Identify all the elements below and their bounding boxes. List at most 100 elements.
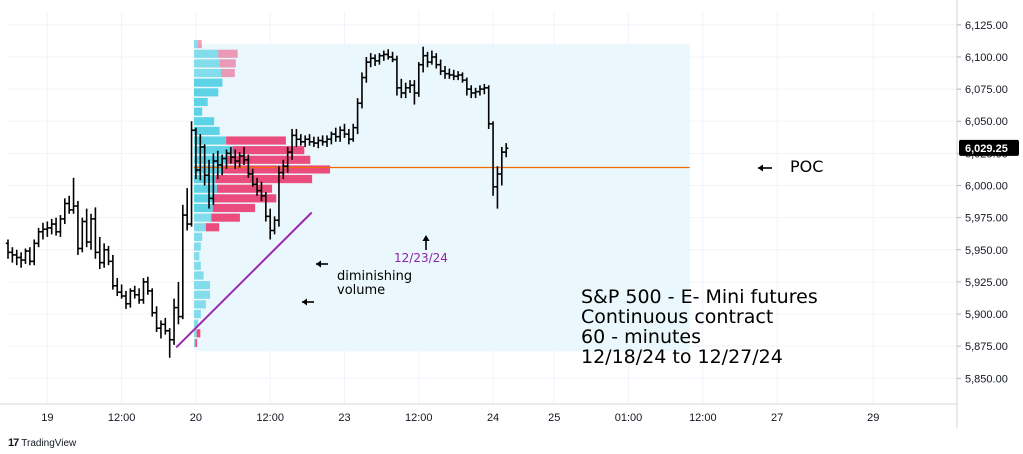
ohlc-bar-61	[272, 216, 277, 235]
chart-title: S&P 500 - E- Mini futures	[581, 286, 818, 308]
profile-up-12	[193, 155, 228, 164]
ohlc-bar-87	[385, 49, 391, 60]
profile-down-15	[216, 184, 273, 193]
ohlc-bar-36	[163, 317, 168, 335]
profile-up-17	[193, 203, 213, 213]
profile-up-27	[193, 300, 206, 309]
date-annotation: 12/23/24	[394, 251, 448, 265]
ohlc-bar-38	[171, 298, 177, 345]
x-tick-label-1: 12:00	[108, 412, 136, 424]
tradingview-logo[interactable]: 17 TradingView	[8, 435, 76, 451]
ohlc-bar-94	[416, 62, 421, 97]
profile-down-0	[197, 40, 202, 49]
ohlc-bar-108	[477, 85, 483, 96]
x-tick-label-5: 12:00	[405, 412, 433, 424]
ohlc-bar-63	[281, 159, 286, 180]
ohlc-bar-72	[320, 135, 325, 146]
ohlc-bar-65	[289, 128, 295, 160]
ohlc-bar-20	[93, 207, 98, 259]
profile-up-1	[193, 49, 219, 58]
ohlc-bar-24	[110, 254, 116, 290]
profile-up-13	[193, 165, 223, 174]
ohlc-bar-70	[311, 136, 317, 147]
diminishing-volume-label-line2: volume	[337, 283, 385, 298]
chart-subtitle-line2: 60 - minutes	[581, 326, 701, 348]
ohlc-bar-50	[224, 149, 229, 169]
ohlc-bar-21	[97, 236, 102, 270]
profile-up-6	[193, 97, 208, 107]
profile-up-30	[193, 329, 197, 338]
ohlc-bar-32	[145, 276, 151, 295]
ohlc-bar-69	[307, 134, 312, 146]
y-tick-label-11: 6,125.00	[965, 20, 1008, 32]
profile-up-25	[193, 281, 211, 290]
ohlc-bar-88	[390, 51, 395, 63]
ohlc-bar-3	[18, 252, 24, 268]
profile-down-17	[212, 203, 256, 213]
volume-profile	[193, 40, 331, 348]
ohlc-bar-43	[193, 127, 199, 180]
last-price-marker: 6,029.25	[959, 139, 1019, 156]
profile-down-10	[226, 136, 286, 145]
ohlc-bar-34	[154, 306, 159, 333]
ohlc-bar-42	[189, 121, 194, 227]
ohlc-bar-56	[250, 168, 255, 187]
diminishing-volume-label-line1: diminishing	[337, 269, 412, 284]
ohlc-bar-114	[503, 143, 509, 158]
y-tick-label-3: 5,925.00	[965, 277, 1008, 289]
poc-arrow-head	[758, 164, 763, 172]
tradingview-logo-text: TradingView	[21, 437, 77, 449]
profile-up-10	[193, 136, 227, 145]
ohlc-bar-103	[455, 71, 461, 81]
poc-arrow	[758, 164, 772, 172]
profile-up-4	[193, 78, 223, 87]
ohlc-bar-28	[128, 288, 133, 308]
ohlc-bar-75	[333, 127, 338, 142]
x-tick-label-2: 20	[190, 412, 202, 424]
ohlc-bar-67	[298, 134, 303, 146]
y-tick-label-2: 5,900.00	[965, 309, 1008, 321]
profile-down-11	[232, 146, 305, 155]
date-arrow	[422, 235, 430, 250]
ohlc-bar-41	[184, 188, 190, 231]
profile-up-18	[193, 213, 212, 222]
ohlc-bar-51	[228, 146, 234, 164]
tradingview-logo-icon: 17	[8, 437, 19, 449]
ohlc-bar-110	[486, 85, 491, 129]
ohlc-bars	[5, 46, 509, 358]
profile-down-2	[219, 59, 236, 68]
ohlc-bar-45	[202, 144, 207, 186]
ohlc-bar-35	[158, 320, 164, 339]
profile-up-7	[193, 107, 203, 116]
trendline-line	[175, 211, 313, 349]
axes	[0, 0, 958, 428]
profile-down-3	[221, 68, 235, 78]
ohlc-bar-49	[219, 154, 225, 176]
profile-up-5	[193, 88, 219, 97]
x-tick-label-7: 25	[548, 412, 560, 424]
x-axis-ticks[interactable]: 19 12:00 20 12:00 23 12:00 24 25 01:00 12:00 27 29	[41, 412, 879, 424]
ohlc-bar-39	[176, 281, 181, 325]
ohlc-bar-11	[53, 217, 59, 236]
trendline	[175, 211, 313, 349]
ohlc-bar-48	[215, 150, 220, 180]
ohlc-bar-86	[381, 50, 387, 61]
ohlc-bar-74	[329, 131, 334, 145]
ohlc-bar-54	[241, 146, 247, 165]
ohlc-bar-76	[337, 126, 343, 142]
ohlc-bar-0	[5, 239, 11, 259]
profile-up-9	[193, 126, 220, 135]
x-tick-label-9: 12:00	[689, 412, 717, 424]
ohlc-bar-60	[268, 208, 273, 240]
ohlc-bar-9	[45, 221, 50, 237]
y-tick-label-9: 6,075.00	[965, 84, 1008, 96]
ohlc-bar-52	[233, 149, 238, 169]
ohlc-bar-14	[66, 195, 72, 214]
profile-down-1	[218, 49, 238, 58]
y-axis-ticks[interactable]: 5,850.00 5,875.00 5,900.00 5,925.00 5,950.00…	[957, 20, 1008, 385]
profile-down-14	[215, 175, 313, 184]
profile-up-16	[193, 194, 215, 203]
ohlc-bar-79	[351, 123, 356, 142]
ohlc-bar-19	[88, 213, 94, 250]
last-price-label: 6,029.25	[965, 143, 1008, 155]
